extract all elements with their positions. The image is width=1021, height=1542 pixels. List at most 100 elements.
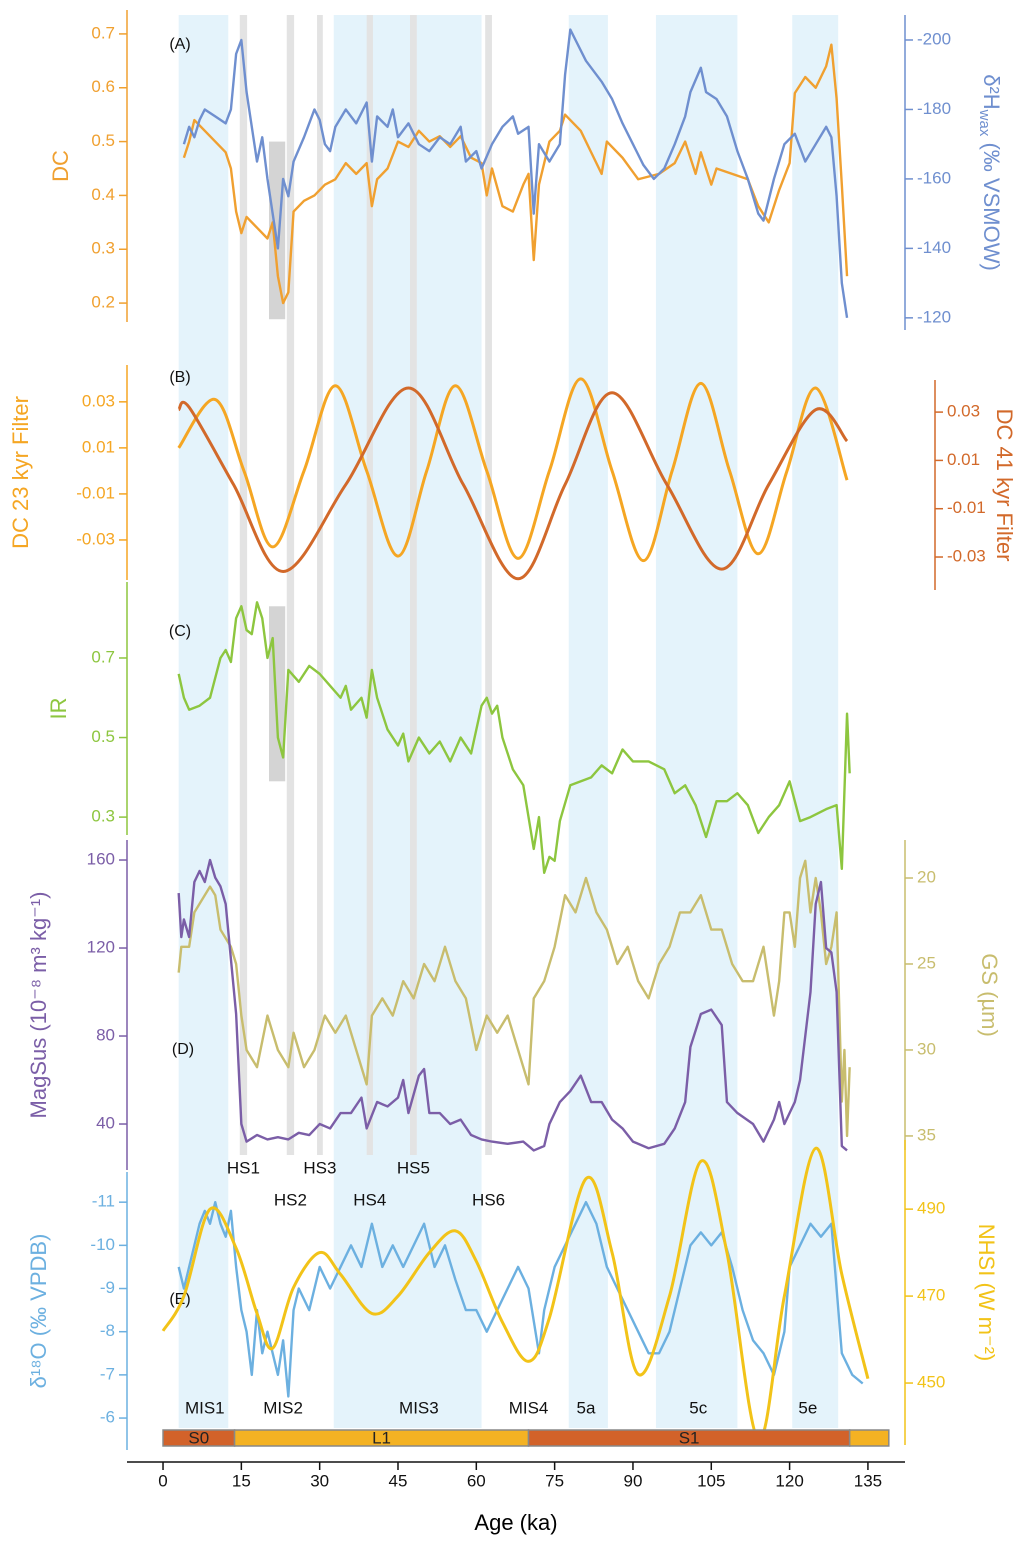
y2-axis-title-part: wax [976,109,993,137]
hs-label: HS4 [353,1190,386,1209]
x-tick-label: 120 [775,1471,803,1490]
x-tick-label: 60 [467,1471,486,1490]
y-tick-label: 80 [96,1026,115,1045]
y-axis-title: DC [48,150,73,182]
hs-label: HS3 [303,1158,336,1177]
y2-axis-title-part: δ²H [979,74,1004,109]
y-tick-label: 120 [87,938,115,957]
y-axis-title: δ¹⁸O (‰ VPDB) [26,1234,51,1389]
mis-band [655,15,738,1428]
hs-band [239,15,248,1155]
mis-band [792,15,839,1428]
mis-label: MIS2 [263,1398,303,1417]
mis-band [333,15,482,1428]
mis-label: MIS1 [185,1398,225,1417]
y-axis-title: IR [46,698,71,720]
hs-label: HS1 [227,1158,260,1177]
x-axis-title: Age (ka) [474,1510,557,1535]
panel-label: (B) [169,369,190,386]
y2-tick-label: 450 [917,1373,945,1392]
data-line [177,386,849,581]
x-tick-label: 0 [158,1471,167,1490]
y-tick-label: 0.3 [91,807,115,826]
y2-axis-title: DC 41 kyr Filter [992,409,1017,562]
y-tick-label: -8 [100,1321,115,1340]
y2-tick-label: -160 [917,168,951,187]
y-tick-label: -11 [92,1192,115,1211]
hs-band [410,15,417,1155]
y2-tick-label: 0.01 [947,450,980,469]
y-tick-label: -9 [100,1278,115,1297]
panel-label: (C) [169,623,191,640]
hs-band [366,15,373,1155]
mis-label: 5a [577,1398,596,1417]
data-line [177,859,851,1138]
y-tick-label: -7 [100,1364,115,1383]
hs-label: HS5 [397,1158,430,1177]
x-tick-label: 135 [854,1471,882,1490]
y2-axis-title-part: NHSI (W m⁻²) [974,1224,999,1361]
hs-label: HS2 [274,1190,307,1209]
x-tick-label: 45 [389,1471,408,1490]
y-axis-title: MagSus (10⁻⁸ m³ kg⁻¹) [26,892,51,1119]
y2-tick-label: 0.03 [947,402,980,421]
y-tick-label: 0.5 [91,131,115,150]
mis-band [178,15,229,1428]
y2-tick-label: 30 [917,1039,936,1058]
y-axis-title: DC 23 kyr Filter [8,396,33,549]
hs-band [317,15,323,1155]
y2-axis-title: δ²Hwax (‰ VSMOW) [976,74,1004,271]
y-tick-label: 0.4 [91,185,115,204]
mis-label: 5e [798,1398,817,1417]
y-tick-label: 0.6 [91,77,115,96]
y-tick-label: 0.03 [82,391,115,410]
y2-tick-label: -0.01 [947,498,986,517]
y-tick-label: 40 [96,1114,115,1133]
y-tick-label: 0.01 [82,437,115,456]
x-tick-label: 90 [624,1471,643,1490]
y-tick-label: 0.7 [91,647,115,666]
strat-label: S1 [679,1428,700,1447]
y2-tick-label: 20 [917,867,936,886]
mis-label: MIS3 [399,1398,439,1417]
y2-tick-label: -140 [917,238,951,257]
y2-tick-label: -120 [917,307,951,326]
strat-unit [848,1429,890,1447]
data-line [177,1200,864,1398]
strat-label: L1 [372,1428,391,1447]
x-tick-label: 30 [310,1471,329,1490]
data-line [177,601,851,874]
x-tick-label: 75 [545,1471,564,1490]
panel-label: (D) [172,1041,194,1058]
y-tick-label: -6 [100,1408,115,1427]
data-line [182,43,849,305]
y2-axis-title-part: (‰ VSMOW) [979,136,1004,270]
panel-label: (A) [169,36,190,53]
y2-axis-title: GS (µm) [977,953,1002,1037]
highlight-band [269,141,286,320]
y-tick-label: -10 [90,1235,115,1254]
y2-tick-label: -180 [917,99,951,118]
mis-label: MIS4 [509,1398,549,1417]
y-tick-label: 0.7 [91,23,115,42]
y-tick-label: 0.5 [91,727,115,746]
y2-tick-label: 490 [917,1199,945,1218]
y-tick-label: 0.3 [91,239,115,258]
y2-tick-label: 25 [917,953,936,972]
y2-tick-label: -200 [917,29,951,48]
data-line [177,377,849,563]
data-line [161,1146,870,1442]
y2-axis-title: NHSI (W m⁻²) [974,1224,999,1361]
hs-band [485,15,492,1155]
y-tick-label: 160 [87,850,115,869]
y2-axis-title-part: DC 41 kyr Filter [992,409,1017,562]
strat-label: S0 [188,1428,209,1447]
y-tick-label: -0.01 [76,483,115,502]
y2-tick-label: 35 [917,1125,936,1144]
data-line [182,28,849,319]
mis-label: 5c [689,1398,707,1417]
y-tick-label: 0.2 [91,293,115,312]
y2-tick-label: -0.03 [947,547,986,566]
x-tick-label: 105 [697,1471,725,1490]
